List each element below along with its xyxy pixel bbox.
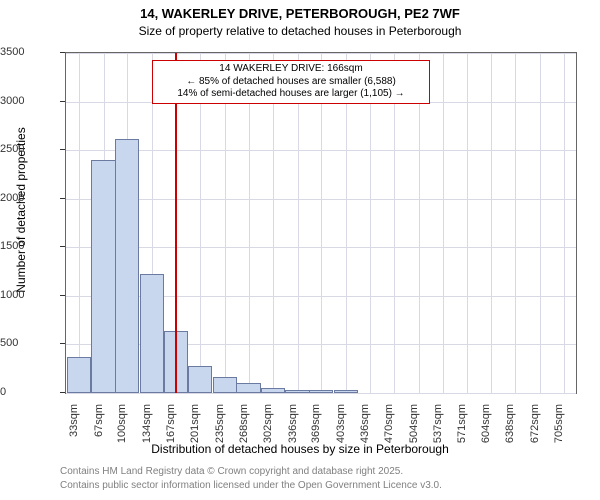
y-tick-mark	[60, 392, 65, 393]
gridline-v	[321, 53, 322, 393]
annotation-line2: ← 85% of detached houses are smaller (6,…	[157, 76, 425, 89]
gridline-v	[79, 53, 80, 393]
y-tick-mark	[60, 343, 65, 344]
gridline-v	[419, 53, 420, 393]
chart-title-line2: Size of property relative to detached ho…	[0, 24, 600, 38]
histogram-bar	[91, 160, 115, 393]
y-tick-label: 1000	[0, 289, 59, 301]
y-tick-mark	[60, 295, 65, 296]
histogram-bar	[261, 388, 285, 393]
annotation-box: 14 WAKERLEY DRIVE: 166sqm ← 85% of detac…	[152, 60, 430, 104]
gridline-v	[467, 53, 468, 393]
gridline-v	[273, 53, 274, 393]
gridline-v	[225, 53, 226, 393]
gridline-v	[249, 53, 250, 393]
gridline-v	[443, 53, 444, 393]
gridline-v	[515, 53, 516, 393]
y-tick-label: 500	[0, 337, 59, 349]
histogram-bar	[213, 377, 237, 394]
histogram-bar	[334, 390, 358, 393]
annotation-line3: 14% of semi-detached houses are larger (…	[157, 88, 425, 101]
gridline-v	[298, 53, 299, 393]
annotation-line1: 14 WAKERLEY DRIVE: 166sqm	[157, 63, 425, 76]
histogram-bar	[285, 390, 309, 393]
footer-line1: Contains HM Land Registry data © Crown c…	[60, 466, 403, 477]
gridline-v	[200, 53, 201, 393]
y-tick-mark	[60, 246, 65, 247]
reference-line	[175, 53, 177, 393]
y-tick-label: 0	[0, 386, 59, 398]
histogram-bar	[67, 357, 91, 393]
gridline-v	[564, 53, 565, 393]
gridline-v	[540, 53, 541, 393]
gridline-h	[66, 393, 576, 394]
y-tick-label: 2000	[0, 192, 59, 204]
y-tick-label: 2500	[0, 143, 59, 155]
histogram-bar	[309, 390, 333, 393]
chart-container: 14, WAKERLEY DRIVE, PETERBOROUGH, PE2 7W…	[0, 0, 600, 500]
histogram-bar	[236, 383, 260, 393]
gridline-v	[370, 53, 371, 393]
gridline-v	[346, 53, 347, 393]
y-tick-mark	[60, 101, 65, 102]
y-tick-label: 3000	[0, 95, 59, 107]
histogram-bar	[115, 139, 139, 394]
gridline-v	[491, 53, 492, 393]
x-axis-label: Distribution of detached houses by size …	[0, 442, 600, 456]
y-tick-mark	[60, 52, 65, 53]
gridline-v	[394, 53, 395, 393]
y-tick-label: 1500	[0, 240, 59, 252]
footer-line2: Contains public sector information licen…	[60, 480, 442, 491]
chart-title-line1: 14, WAKERLEY DRIVE, PETERBOROUGH, PE2 7W…	[0, 6, 600, 21]
y-tick-label: 3500	[0, 46, 59, 58]
histogram-bar	[188, 366, 212, 393]
y-tick-mark	[60, 198, 65, 199]
y-tick-mark	[60, 149, 65, 150]
histogram-bar	[140, 274, 164, 393]
